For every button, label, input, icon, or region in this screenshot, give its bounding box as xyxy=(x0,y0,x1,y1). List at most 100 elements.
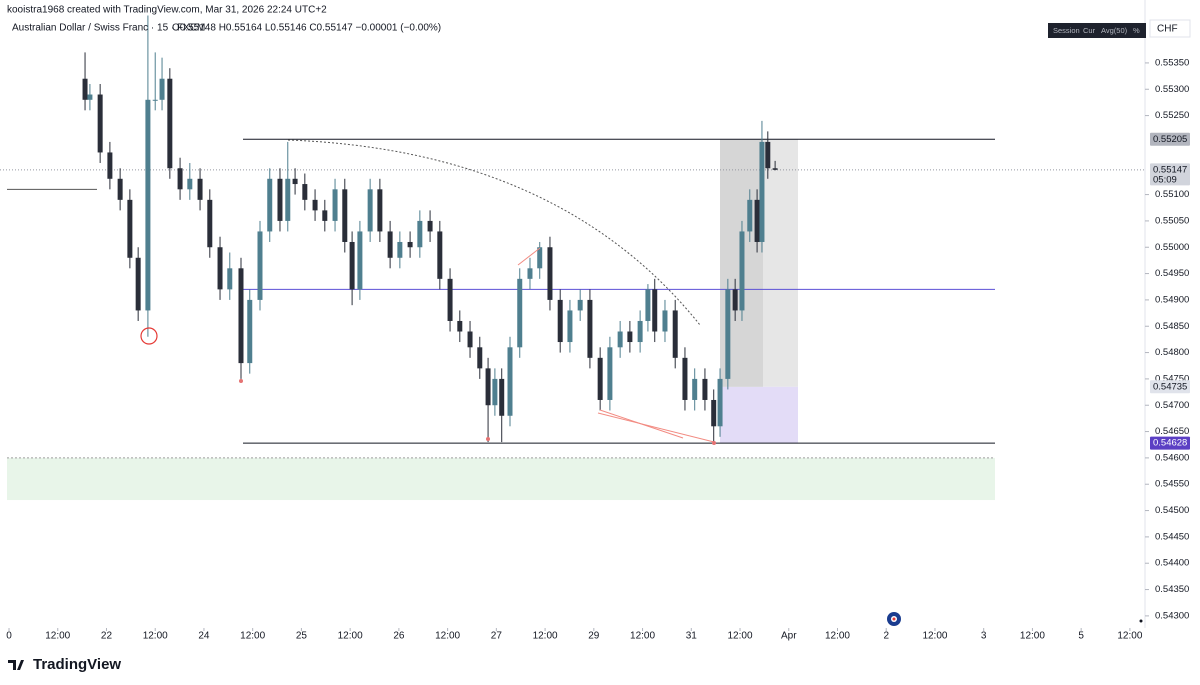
candle-body xyxy=(702,378,708,400)
candle-body xyxy=(159,78,165,100)
candle-body xyxy=(407,241,413,248)
x-tick-label: 12:00 xyxy=(143,631,168,642)
y-tick-label: 0.54750 xyxy=(1155,373,1189,384)
x-tick-label: 25 xyxy=(296,631,308,642)
price-tag xyxy=(1150,132,1190,146)
y-tick-label: 0.55250 xyxy=(1155,110,1189,121)
y-tick-label: 0.54700 xyxy=(1155,400,1189,411)
price-tag-countdown: 05:09 xyxy=(1153,174,1177,185)
x-tick-label: 12:00 xyxy=(240,631,265,642)
x-tick-label: 3 xyxy=(981,631,987,642)
candle-body xyxy=(597,357,603,400)
candle-body xyxy=(467,331,473,348)
x-tick-label: Apr xyxy=(781,631,797,642)
zone xyxy=(720,386,798,444)
candle-body xyxy=(227,268,233,290)
price-tag-label: 0.55205 xyxy=(1153,134,1187,145)
currency-box xyxy=(1149,19,1191,38)
candle-body xyxy=(645,289,651,321)
candle-body xyxy=(117,178,123,200)
y-tick-label: 0.54300 xyxy=(1155,610,1189,621)
candle-body xyxy=(747,199,753,232)
x-tick-label: 22 xyxy=(101,631,113,642)
price-tag xyxy=(1150,436,1190,450)
toolbar-button[interactable]: Cur xyxy=(1083,26,1096,35)
candle-body xyxy=(187,178,193,190)
x-tick-label: 12:00 xyxy=(630,631,655,642)
candle-body xyxy=(754,199,760,242)
x-tick-label: 2 xyxy=(883,631,889,642)
y-tick-label: 0.54550 xyxy=(1155,479,1189,490)
candle-body xyxy=(238,268,244,364)
candle-body xyxy=(711,399,717,427)
candle-body xyxy=(537,247,543,269)
candle-body xyxy=(692,378,698,400)
candle-body xyxy=(87,94,93,100)
candle-body xyxy=(577,299,583,311)
candle-body xyxy=(627,331,633,343)
candle-body xyxy=(682,357,688,400)
x-tick-label: 12:00 xyxy=(1020,631,1045,642)
candle-body xyxy=(82,78,88,100)
toolbar-button[interactable]: Session xyxy=(1053,26,1080,35)
candle-body xyxy=(607,347,613,400)
candle-body xyxy=(725,289,731,379)
candle-body xyxy=(477,347,483,369)
y-tick-label: 0.54900 xyxy=(1155,294,1189,305)
candle-body xyxy=(267,178,273,232)
header-credit: kooistra1968 created with TradingView.co… xyxy=(7,5,327,16)
candle-body xyxy=(485,368,491,406)
price-tag-label: 0.55147 xyxy=(1153,164,1187,175)
x-tick-label: 12:00 xyxy=(435,631,460,642)
candle-body xyxy=(107,152,113,179)
candle-body xyxy=(277,178,283,221)
pivot-dot xyxy=(486,437,490,441)
candle-body xyxy=(765,141,771,169)
candle-body xyxy=(507,347,513,416)
candle-body xyxy=(732,289,738,311)
candle-body xyxy=(207,199,213,248)
candle-body xyxy=(547,247,553,300)
flag-icon xyxy=(887,612,901,626)
x-tick-label: 12:00 xyxy=(533,631,558,642)
candle-body xyxy=(557,299,563,343)
toolbar-button[interactable]: Avg(50) xyxy=(1101,26,1128,35)
dot xyxy=(1139,619,1143,623)
candle-body xyxy=(285,178,291,221)
y-tick-label: 0.54800 xyxy=(1155,347,1189,358)
candle-body xyxy=(322,210,328,221)
candle-body xyxy=(127,199,133,258)
x-tick-label: 31 xyxy=(686,631,698,642)
price-tag xyxy=(1150,380,1190,394)
currency[interactable]: CHF xyxy=(1157,24,1178,35)
pivot-dot xyxy=(239,379,243,383)
candle-body xyxy=(135,257,141,311)
candle-body xyxy=(772,168,778,170)
y-tick-label: 0.55300 xyxy=(1155,84,1189,95)
x-tick-label: 24 xyxy=(198,631,210,642)
brand-logo xyxy=(8,660,24,670)
candle-body xyxy=(457,320,463,332)
trend-line xyxy=(517,247,541,266)
candle-body xyxy=(717,378,723,427)
candle-body xyxy=(437,231,443,279)
highlight-circle xyxy=(140,327,158,345)
candle-body xyxy=(527,268,533,279)
pivot-dot xyxy=(712,441,716,445)
zones xyxy=(7,139,995,501)
candle-body xyxy=(652,289,658,332)
candle-body xyxy=(517,278,523,348)
candle-body xyxy=(332,189,338,221)
candle-body xyxy=(312,199,318,211)
y-tick-label: 0.55100 xyxy=(1155,189,1189,200)
toolbar-button[interactable]: % xyxy=(1133,26,1140,35)
candle-body xyxy=(492,378,498,406)
x-tick-label: 29 xyxy=(588,631,600,642)
candle-body xyxy=(197,178,203,200)
candle-body xyxy=(342,189,348,242)
candle-body xyxy=(217,247,223,290)
price-tag xyxy=(1150,163,1190,186)
y-tick-label: 0.55000 xyxy=(1155,242,1189,253)
x-tick-label: 12:00 xyxy=(922,631,947,642)
